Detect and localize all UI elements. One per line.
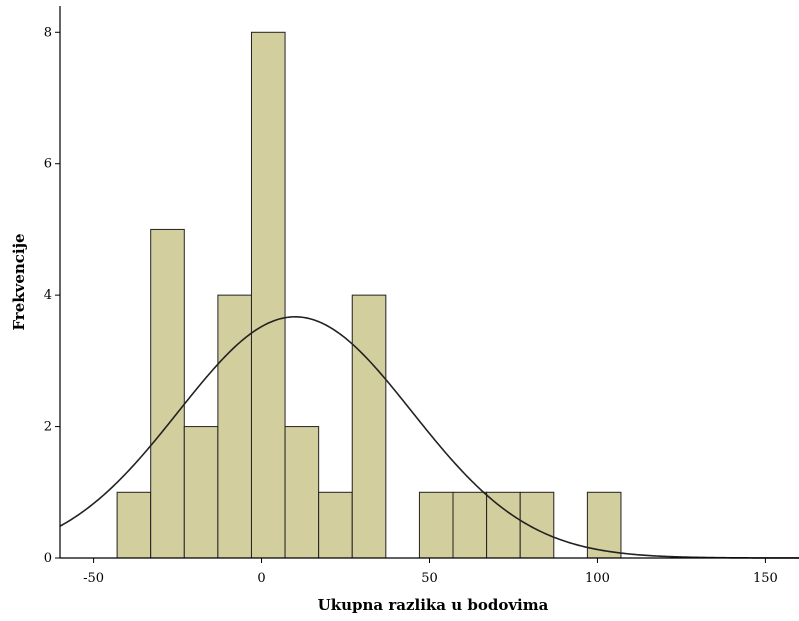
y-tick-label: 2 (44, 420, 52, 435)
histogram-bar-4 (251, 32, 285, 558)
y-tick-label: 4 (44, 288, 52, 303)
y-axis-ticks: 0 2 4 6 8 (44, 25, 60, 566)
x-axis-title: Ukupna razlika u bodovima (318, 596, 549, 614)
y-tick-label: 0 (44, 551, 52, 566)
x-axis-ticks: -50 0 50 100 150 (83, 558, 778, 586)
histogram-bar-5 (285, 427, 319, 558)
histogram-bar-9 (419, 492, 453, 558)
histogram-bar-12 (520, 492, 554, 558)
x-tick-label: 50 (421, 571, 438, 586)
histogram-bar-10 (453, 492, 487, 558)
histogram-bar-11 (487, 492, 521, 558)
histogram-bar-1 (151, 229, 185, 558)
histogram-bar-7 (352, 295, 386, 558)
x-tick-label: 150 (753, 571, 778, 586)
histogram-bars (117, 32, 621, 558)
y-tick-label: 8 (44, 25, 52, 40)
histogram-bar-2 (184, 427, 218, 558)
y-tick-label: 6 (44, 157, 52, 172)
x-tick-label: 100 (585, 571, 610, 586)
x-tick-label: 0 (257, 571, 265, 586)
x-tick-label: -50 (83, 571, 104, 586)
y-axis-title: Frekvencije (10, 233, 28, 330)
histogram-bar-3 (218, 295, 252, 558)
histogram-bar-6 (319, 492, 353, 558)
histogram-bar-0 (117, 492, 151, 558)
